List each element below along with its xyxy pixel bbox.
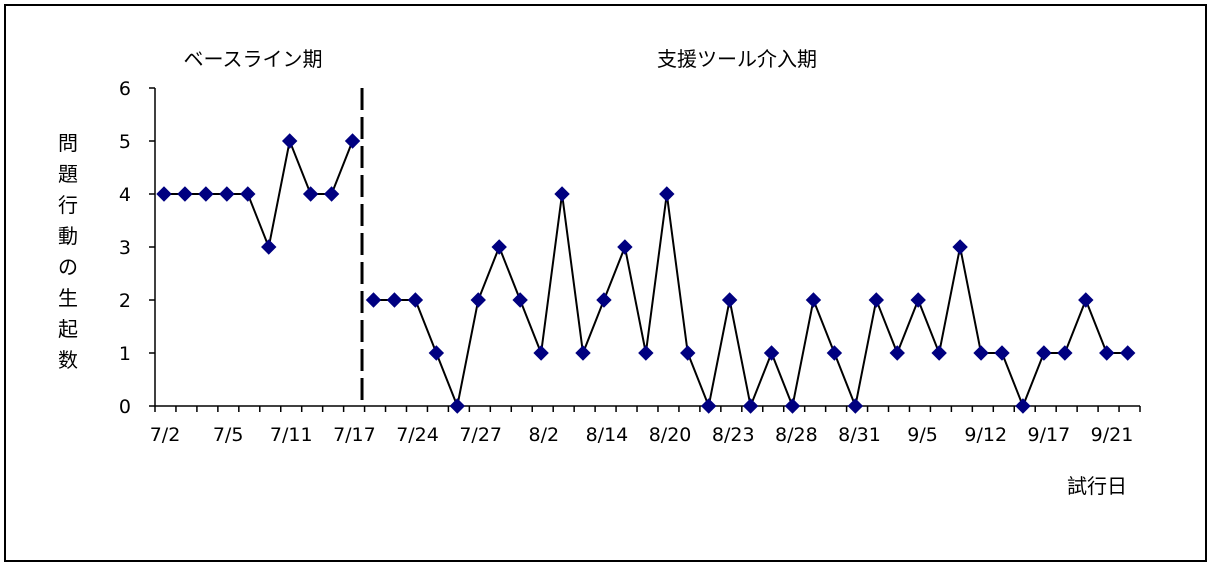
data-point [952,239,968,255]
data-point [533,345,549,361]
y-axis-title-char: 行 [58,193,78,217]
y-tick-label: 5 [119,131,131,153]
series-line-intervention [373,193,1128,410]
x-tick-label: 9/5 [907,424,938,446]
data-point [1119,345,1136,361]
data-point [659,186,675,202]
x-tick-label: 9/12 [964,424,1007,446]
y-tick-label: 6 [119,78,131,100]
series-line-baseline [164,137,354,251]
y-axis-title-char: 数 [58,348,78,372]
data-point [219,186,235,202]
data-point [617,239,633,255]
data-point [784,398,801,414]
data-marks [156,88,1136,414]
x-tick-label: 7/17 [333,424,376,446]
data-point [198,186,214,202]
x-tick-label: 8/14 [586,424,629,446]
baseline-phase-label: ベースライン期 [184,47,323,71]
y-axis-title-char: の [58,255,78,279]
x-tick-label: 7/2 [150,424,181,446]
y-tick-label: 0 [119,396,131,418]
y-axis-title-char: 題 [58,162,78,186]
x-tick-label: 7/5 [213,424,244,446]
data-point [596,292,612,308]
chart-frame [4,4,1207,562]
data-point [868,292,885,308]
data-point [302,186,319,202]
data-point [931,345,947,361]
x-tick-label: 7/27 [459,424,502,446]
data-point [1078,292,1094,308]
data-point [721,292,738,308]
y-tick-label: 1 [119,343,131,365]
y-axis-title-char: 問 [58,131,78,155]
data-point [680,345,696,361]
x-tick-label: 9/17 [1028,424,1071,446]
data-point [177,186,193,202]
x-tick-label: 8/20 [649,424,692,446]
data-point [156,186,172,202]
intervention-phase-label: 支援ツール介入期 [657,47,817,71]
data-point [994,345,1010,361]
data-point [428,345,445,361]
x-tick-label: 9/21 [1091,424,1134,446]
data-point [449,398,466,414]
data-point [700,398,717,414]
data-point [742,398,759,414]
data-point [910,292,926,308]
data-point [889,345,905,361]
data-point [281,133,298,149]
data-point [261,239,277,255]
data-point [470,292,486,308]
data-point [491,239,507,255]
data-point [344,133,361,149]
data-point [973,345,989,361]
x-tick-label: 7/11 [270,424,313,446]
data-point [240,186,256,202]
y-axis-title-char: 動 [58,224,78,248]
y-tick-label: 4 [119,184,131,206]
y-axis-title-char: 起 [58,317,78,341]
data-point [323,186,340,202]
data-point [1057,345,1073,361]
data-point [554,186,570,202]
data-point [575,345,591,361]
data-point [805,292,822,308]
data-point [1036,345,1052,361]
x-tick-label: 8/28 [775,424,818,446]
y-tick-label: 3 [119,237,131,259]
data-point [1015,398,1031,414]
axes: 0 1 2 3 4 5 6 7/2 7/5 7/11 7/17 7/24 7/27 8/2 8/14 8/20… [119,78,1141,446]
data-point [407,292,424,308]
x-axis-title: 試行日 [1067,474,1127,498]
data-point [1099,345,1115,361]
x-tick-label: 7/24 [396,424,439,446]
x-tick-label: 8/2 [529,424,560,446]
data-point [365,292,382,308]
data-point [512,292,528,308]
y-axis-title-char: 生 [58,286,78,310]
data-point [386,292,403,308]
data-point [763,345,780,361]
y-tick-label: 2 [119,290,131,312]
data-point [847,398,864,414]
x-tick-label: 8/31 [838,424,881,446]
x-tick-label: 8/23 [712,424,755,446]
data-point [638,345,654,361]
data-point [826,345,843,361]
